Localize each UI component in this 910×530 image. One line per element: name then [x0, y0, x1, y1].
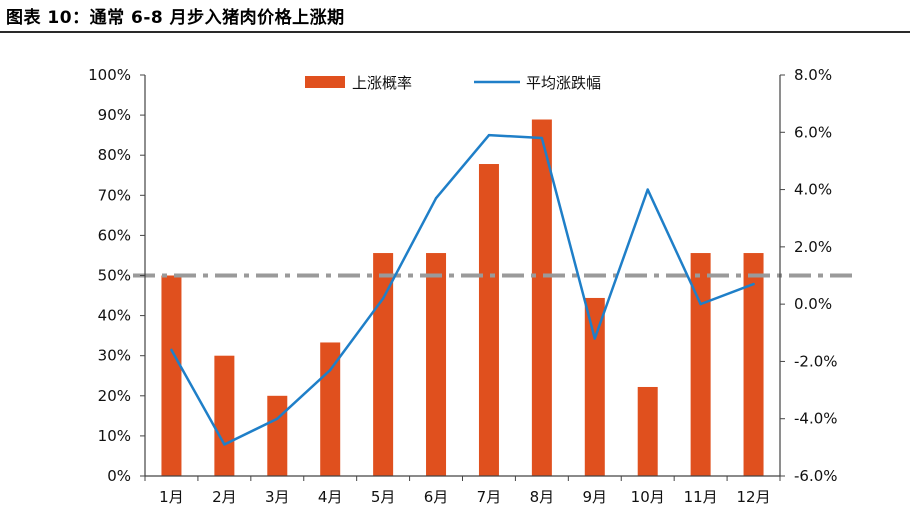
- left-tick-label: 100%: [88, 66, 131, 84]
- x-tick-label: 11月: [684, 488, 718, 506]
- x-tick-label: 12月: [736, 488, 770, 506]
- line-point: [329, 368, 332, 372]
- line-point: [540, 136, 544, 140]
- legend: 上涨概率 平均涨跌幅: [305, 74, 601, 92]
- line-point: [276, 417, 279, 420]
- line-series: [170, 133, 755, 446]
- x-tick-label: 1月: [159, 488, 184, 506]
- legend-bar-label: 上涨概率: [352, 74, 412, 92]
- bar: [161, 275, 182, 476]
- right-tick-label: -2.0%: [794, 352, 838, 370]
- left-tick-label: 70%: [98, 186, 131, 204]
- figure-title: 图表 10：通常 6-8 月步入猪肉价格上涨期: [6, 8, 345, 28]
- line-point: [434, 196, 438, 200]
- left-tick-label: 30%: [98, 347, 131, 365]
- bar: [584, 297, 605, 476]
- x-tick-label: 10月: [631, 488, 665, 506]
- line-point: [593, 337, 596, 340]
- x-tick-label: 5月: [371, 488, 396, 506]
- legend-bar-swatch: [305, 76, 345, 88]
- line-point: [487, 133, 491, 137]
- line-point: [752, 282, 755, 286]
- axes: 0% 10% 20% 30% 40% 50% 60% 70% 80% 90% 100% -6.0% -4…: [88, 66, 837, 506]
- left-tick-label: 60%: [98, 226, 131, 244]
- right-tick-label: 4.0%: [794, 181, 832, 199]
- legend-line-label: 平均涨跌幅: [526, 74, 601, 92]
- right-tick-label: -6.0%: [794, 467, 838, 485]
- right-tick-label: 8.0%: [794, 66, 832, 84]
- bar: [373, 253, 394, 476]
- x-tick-label: 4月: [318, 488, 343, 506]
- bar-series: [161, 119, 764, 477]
- bar: [690, 253, 711, 476]
- right-tick-label: 2.0%: [794, 238, 832, 256]
- bar: [531, 119, 552, 477]
- bar: [743, 253, 764, 476]
- x-tick-label: 8月: [530, 488, 555, 506]
- bar: [637, 386, 658, 476]
- line-point: [223, 443, 226, 446]
- left-tick-label: 0%: [107, 467, 131, 485]
- avg-change-line: [170, 133, 755, 446]
- x-tick-label: 9月: [583, 488, 608, 506]
- left-tick-label: 20%: [98, 387, 131, 405]
- x-tick-label: 6月: [424, 488, 449, 506]
- left-tick-label: 90%: [98, 106, 131, 124]
- right-tick-label: 6.0%: [794, 123, 832, 141]
- x-tick-label: 7月: [477, 488, 502, 506]
- bar: [426, 253, 447, 476]
- left-tick-label: 10%: [98, 427, 131, 445]
- title-divider: [0, 31, 910, 33]
- line-point: [170, 348, 173, 352]
- right-tick-label: -4.0%: [794, 410, 838, 428]
- x-tick-label: 2月: [212, 488, 237, 506]
- right-tick-label: 0.0%: [794, 295, 832, 313]
- bar: [478, 164, 499, 476]
- bar: [214, 355, 235, 476]
- left-tick-label: 50%: [98, 267, 131, 285]
- line-point: [699, 302, 702, 306]
- bar: [267, 395, 288, 476]
- left-tick-label: 40%: [98, 307, 131, 325]
- x-tick-label: 3月: [265, 488, 290, 506]
- line-point: [381, 297, 385, 300]
- line-point: [646, 188, 649, 191]
- left-tick-label: 80%: [98, 146, 131, 164]
